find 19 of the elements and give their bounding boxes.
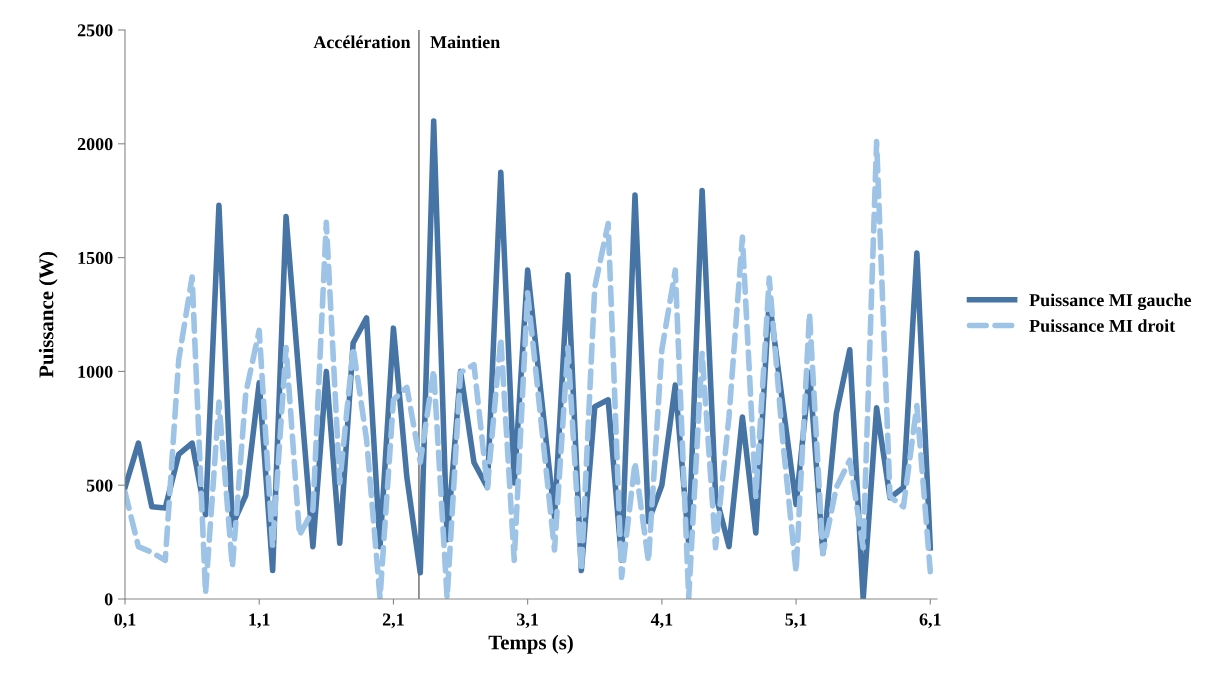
- y-axis-title: Puissance (W): [38, 252, 58, 378]
- x-tick-label: 3,1: [517, 613, 538, 629]
- y-tick-label: 0: [104, 593, 113, 606]
- legend-label: Puissance MI droit: [1029, 319, 1176, 332]
- annotation: Accélération: [313, 35, 411, 49]
- x-tick-label: 6,1: [919, 613, 941, 629]
- y-tick-label: 1000: [78, 365, 113, 378]
- x-tick-label: 0,1: [114, 613, 136, 629]
- y-tick-label: 2500: [77, 24, 113, 37]
- x-tick-label: 4,1: [650, 613, 673, 629]
- x-tick-label: 1,1: [249, 613, 270, 629]
- x-tick-label: 5,1: [785, 613, 807, 629]
- legend-label: Puissance MI gauche: [1029, 293, 1192, 311]
- y-tick-label: 1500: [78, 251, 113, 265]
- x-axis-title: Temps (s): [488, 634, 573, 654]
- y-tick-label: 2000: [77, 138, 113, 151]
- annotation: Maintien: [430, 35, 500, 49]
- y-tick-label: 500: [86, 479, 113, 492]
- x-tick-label: 2,1: [382, 613, 404, 629]
